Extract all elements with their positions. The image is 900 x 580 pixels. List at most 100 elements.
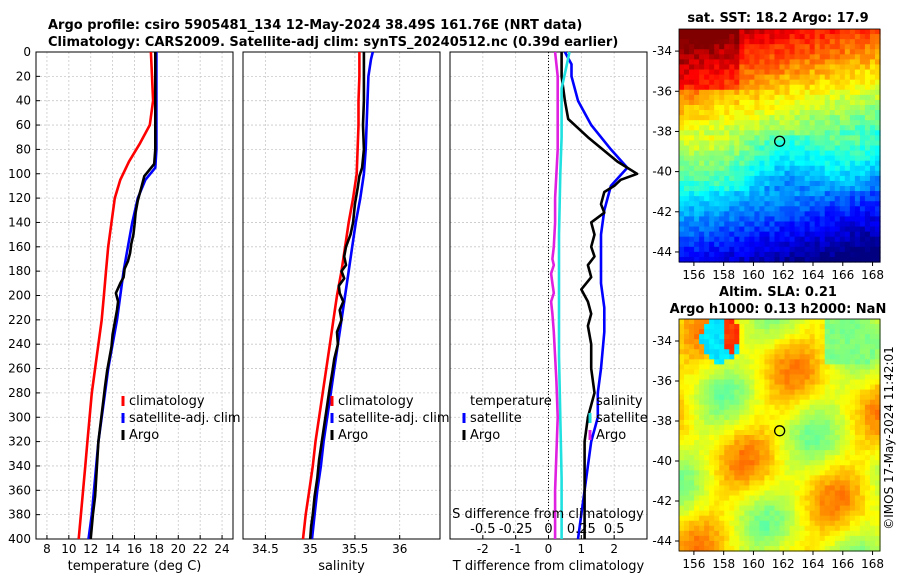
map-cell: [859, 44, 866, 50]
map-cell: [849, 404, 856, 411]
map-cell: [694, 535, 700, 542]
map-cell: [789, 379, 796, 386]
map-cell: [874, 191, 881, 197]
map-cell: [819, 206, 826, 212]
map-cell: [699, 115, 705, 121]
map-cell: [769, 155, 776, 162]
map-cell: [719, 29, 725, 35]
map-cell: [874, 460, 881, 466]
map-cell: [689, 424, 695, 431]
map-cell: [769, 460, 776, 466]
map-cell: [684, 339, 690, 345]
map-cell: [829, 450, 836, 456]
map-cell: [864, 389, 871, 396]
temp-legend-1-label: satellite-adj. clim: [129, 411, 241, 426]
map-cell: [744, 440, 750, 446]
map-cell: [854, 440, 861, 446]
map-cell: [834, 94, 841, 101]
map-cell: [694, 419, 700, 426]
map-cell: [864, 59, 871, 66]
map-cell: [814, 505, 821, 512]
map-cell: [704, 130, 710, 136]
sla-map: 156 158 160 162 164 166 168-34-36-38-40-42-44: [652, 318, 884, 571]
map-cell: [799, 59, 806, 66]
map-cell: [749, 44, 755, 50]
map-y-tick-label: -38: [652, 124, 672, 138]
map-cell: [679, 256, 685, 263]
map-cell: [734, 495, 740, 502]
map-cell: [839, 354, 846, 360]
map-cell: [864, 329, 871, 335]
map-cell: [754, 191, 761, 197]
map-cell: [684, 140, 690, 147]
map-cell: [859, 140, 866, 147]
map-cell: [689, 540, 695, 547]
map-cell: [724, 170, 730, 177]
map-cell: [719, 84, 725, 91]
map-cell: [849, 409, 856, 416]
map-cell: [784, 54, 791, 60]
map-cell: [719, 334, 725, 340]
map-cell: [709, 394, 715, 401]
map-cell: [699, 94, 705, 101]
map-cell: [699, 211, 705, 218]
map-cell: [869, 424, 876, 431]
map-cell: [814, 429, 821, 436]
map-cell: [689, 364, 695, 371]
map-cell: [709, 334, 715, 340]
map-cell: [859, 324, 866, 330]
map-cell: [839, 89, 846, 96]
map-cell: [779, 104, 786, 111]
map-cell: [709, 180, 715, 187]
map-cell: [709, 125, 715, 131]
map-cell: [734, 369, 740, 376]
map-cell: [704, 180, 710, 187]
map-cell: [764, 145, 771, 152]
map-cell: [739, 59, 745, 66]
map-cell: [714, 369, 720, 376]
map-cell: [784, 64, 791, 71]
map-cell: [774, 470, 781, 476]
map-cell: [809, 120, 816, 126]
map-cell: [689, 110, 695, 116]
map-cell: [844, 201, 851, 207]
map-cell: [849, 206, 856, 212]
map-cell: [814, 525, 821, 532]
map-cell: [839, 120, 846, 126]
map-cell: [859, 226, 866, 233]
map-cell: [694, 236, 700, 243]
map-cell: [719, 500, 725, 507]
map-cell: [764, 465, 771, 471]
map-cell: [739, 120, 745, 126]
map-cell: [799, 440, 806, 446]
map-cell: [709, 485, 715, 492]
map-cell: [714, 424, 720, 431]
map-cell: [694, 465, 700, 471]
map-cell: [774, 79, 781, 86]
map-cell: [794, 221, 801, 228]
map-cell: [829, 389, 836, 396]
map-cell: [734, 196, 740, 202]
map-cell: [804, 44, 811, 50]
map-cell: [844, 29, 851, 35]
map-cell: [744, 54, 750, 60]
map-cell: [704, 211, 710, 218]
map-cell: [804, 450, 811, 456]
map-cell: [739, 394, 745, 401]
map-cell: [849, 145, 856, 152]
map-cell: [759, 221, 766, 228]
map-cell: [749, 256, 755, 263]
map-cell: [724, 135, 730, 142]
map-cell: [769, 160, 776, 167]
map-cell: [874, 186, 881, 192]
map-cell: [769, 394, 776, 401]
map-cell: [734, 34, 740, 40]
map-cell: [839, 165, 846, 172]
map-cell: [729, 69, 735, 76]
map-cell: [734, 419, 740, 426]
map-cell: [829, 44, 836, 50]
map-cell: [744, 130, 750, 136]
map-cell: [804, 140, 811, 147]
map-cell: [794, 389, 801, 396]
map-cell: [744, 89, 750, 96]
